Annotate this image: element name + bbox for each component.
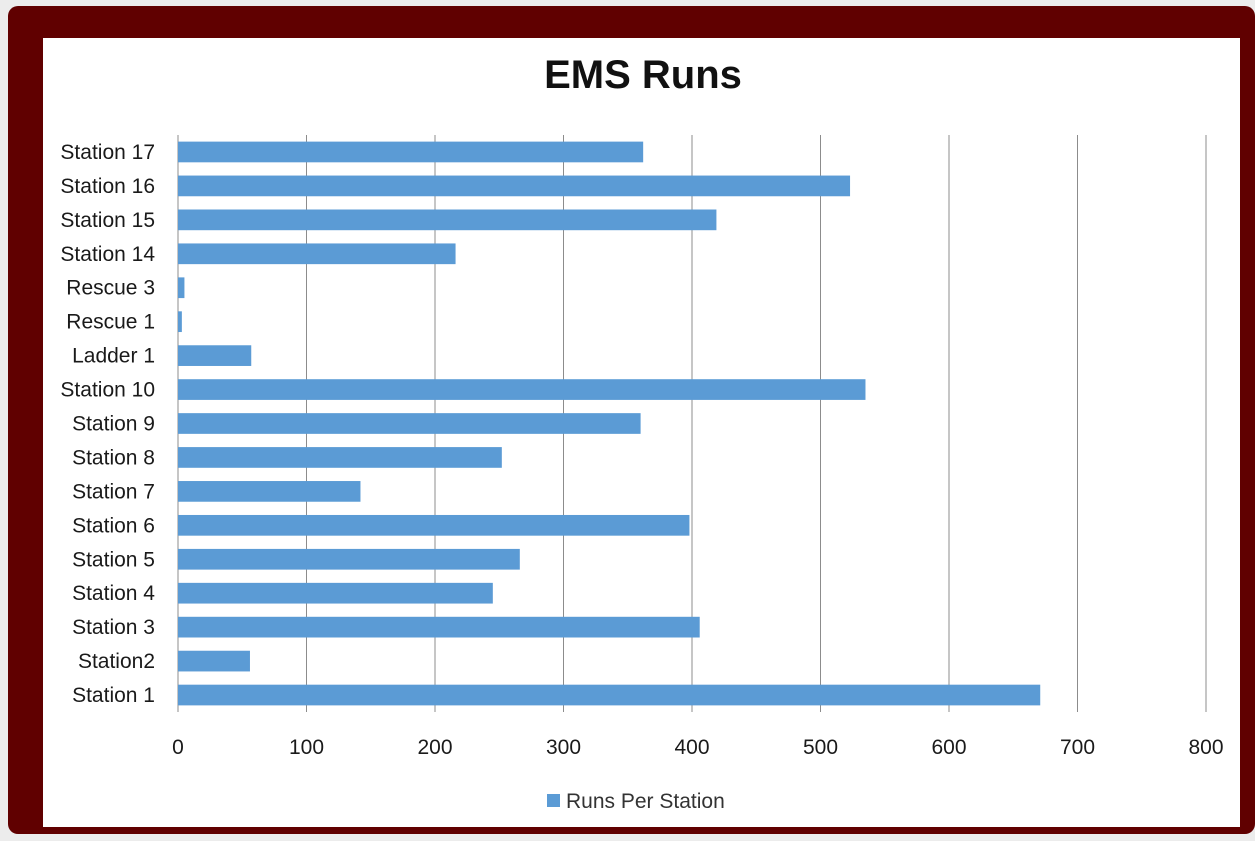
category-label: Rescue 3 (66, 277, 155, 300)
bar (178, 651, 250, 672)
bar (178, 142, 643, 163)
category-label: Station 10 (60, 379, 155, 402)
category-labels: Station 17 Station 16 Station 15 Station 14… (60, 141, 155, 707)
bar (178, 243, 456, 264)
category-label: Station 17 (60, 141, 155, 164)
x-tick-label: 0 (172, 736, 184, 759)
bar (178, 481, 360, 502)
bar (178, 277, 184, 298)
x-tick-label: 300 (546, 736, 581, 759)
chart-title: EMS Runs (544, 53, 742, 97)
category-label: Station 3 (72, 616, 155, 639)
legend-label: Runs Per Station (566, 790, 725, 813)
x-tick-label: 400 (674, 736, 709, 759)
x-tick-label: 600 (931, 736, 966, 759)
category-label: Station 14 (60, 243, 155, 266)
x-tick-label: 700 (1060, 736, 1095, 759)
bar (178, 413, 641, 434)
category-label: Station 4 (72, 582, 155, 605)
legend-swatch (547, 794, 560, 807)
category-label: Ladder 1 (72, 345, 155, 368)
bar (178, 447, 502, 468)
category-label: Station 5 (72, 548, 155, 571)
category-label: Station2 (78, 650, 155, 673)
category-label: Station 16 (60, 175, 155, 198)
bar (178, 210, 716, 231)
x-tick-label: 800 (1188, 736, 1223, 759)
category-label: Station 9 (72, 413, 155, 436)
bar (178, 379, 865, 400)
x-tick-label: 200 (417, 736, 452, 759)
category-label: Rescue 1 (66, 311, 155, 334)
bar (178, 685, 1040, 706)
bar (178, 176, 850, 197)
bar (178, 515, 689, 536)
x-tick-label: 100 (289, 736, 324, 759)
bar (178, 617, 700, 638)
bar (178, 583, 493, 604)
bar (178, 549, 520, 570)
bars (178, 142, 1040, 706)
chart-panel: EMS Runs Station 17 Station 16 Station 15 S… (43, 38, 1240, 827)
legend: Runs Per Station (547, 790, 725, 813)
chart-frame: EMS Runs Station 17 Station 16 Station 15 S… (8, 6, 1255, 834)
category-label: Station 15 (60, 209, 155, 232)
x-tick-labels: 0 100 200 300 400 500 600 700 800 (172, 736, 1223, 759)
category-label: Station 6 (72, 514, 155, 537)
bar (178, 345, 251, 366)
bar (178, 311, 182, 332)
category-label: Station 1 (72, 684, 155, 707)
x-tick-label: 500 (803, 736, 838, 759)
category-label: Station 7 (72, 480, 155, 503)
category-label: Station 8 (72, 446, 155, 469)
